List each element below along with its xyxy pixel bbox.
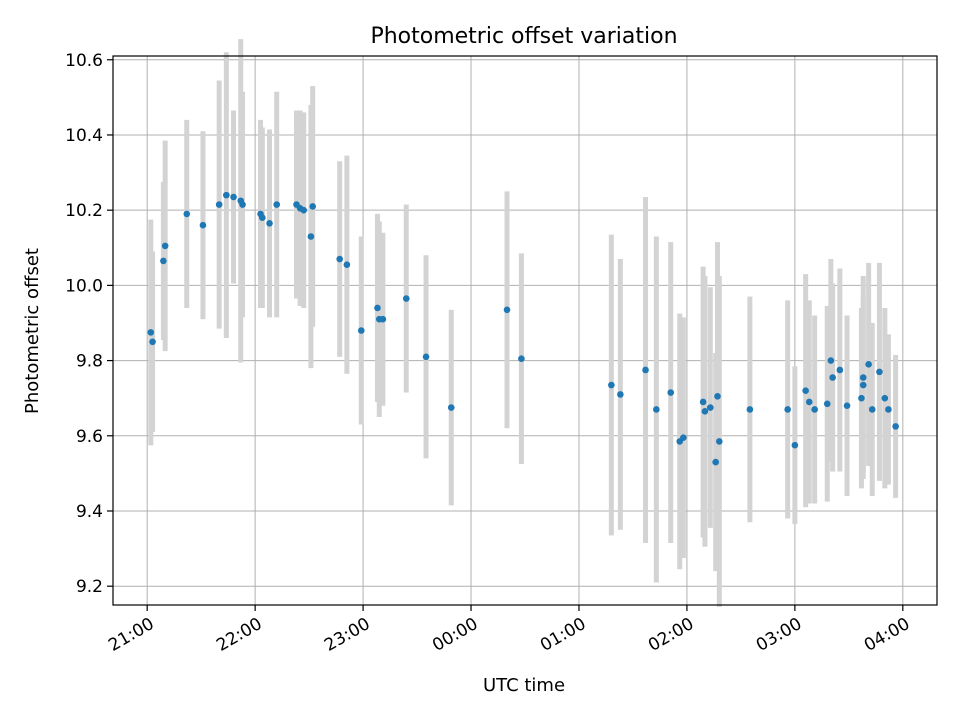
x-tick-label: 23:00 [321, 614, 373, 656]
data-point [716, 438, 723, 445]
data-point [746, 406, 754, 413]
data-point [149, 338, 156, 346]
data-point [617, 391, 624, 398]
y-tick-label: 10.0 [65, 276, 103, 296]
data-point [379, 315, 387, 323]
error-bars [148, 39, 899, 607]
data-point [680, 434, 687, 441]
data-point [791, 441, 799, 449]
x-tick-label: 02:00 [645, 614, 697, 656]
data-point [707, 404, 714, 411]
data-point [892, 423, 899, 430]
data-point [343, 261, 351, 268]
data-point [653, 406, 660, 413]
chart-title: Photometric offset variation [370, 24, 677, 49]
data-point [642, 366, 649, 374]
x-axis-ticks: 21:00 22:00 23:00 00:00 01:00 02:00 03:00 04:00 [105, 605, 913, 656]
y-tick-label: 9.8 [76, 352, 103, 372]
data-point [307, 233, 315, 240]
data-point [503, 306, 511, 314]
data-point [858, 394, 865, 402]
data-point [859, 381, 867, 389]
data-point [518, 355, 525, 363]
data-point [309, 203, 317, 210]
data-point [147, 329, 155, 336]
data-point [239, 201, 246, 208]
data-point [836, 366, 844, 374]
data-point [447, 404, 455, 411]
x-tick-label: 03:00 [753, 614, 805, 656]
data-point [829, 374, 836, 381]
data-point [843, 402, 851, 410]
x-tick-label: 21:00 [105, 614, 157, 656]
data-point [422, 353, 430, 361]
y-tick-label: 9.4 [76, 502, 103, 522]
x-axis-label: UTC time [483, 675, 565, 696]
y-tick-label: 10.6 [65, 51, 103, 71]
data-point [868, 406, 876, 413]
data-point [183, 210, 191, 218]
y-tick-label: 10.2 [65, 201, 103, 221]
data-point [300, 206, 308, 214]
y-axis-ticks: 9.2 9.4 9.6 9.8 10.0 10.2 10.4 10.6 [65, 51, 113, 597]
y-tick-label: 9.2 [76, 577, 103, 597]
data-point [161, 242, 169, 250]
data-point [811, 406, 818, 413]
data-point [827, 357, 835, 364]
data-point [608, 381, 615, 389]
data-point [266, 220, 273, 227]
data-point [712, 458, 720, 466]
data-point [876, 368, 883, 376]
data-point [699, 398, 707, 406]
data-point [357, 327, 365, 334]
data-point [802, 387, 809, 394]
data-point [667, 389, 675, 396]
data-point [215, 201, 223, 208]
x-tick-label: 01:00 [537, 614, 589, 656]
plot-frame [112, 55, 938, 606]
y-tick-label: 10.4 [65, 126, 103, 146]
data-points [147, 191, 899, 466]
data-point [859, 374, 867, 381]
x-tick-label: 22:00 [213, 614, 265, 656]
data-point [199, 221, 207, 229]
data-point [336, 255, 343, 263]
data-point [374, 304, 381, 312]
data-point [259, 214, 266, 221]
y-tick-label: 9.6 [76, 427, 103, 447]
data-point [402, 295, 410, 302]
data-point [784, 406, 791, 413]
data-point [881, 394, 889, 402]
x-tick-label: 04:00 [861, 614, 913, 656]
data-point [805, 398, 813, 406]
data-point [223, 191, 230, 199]
data-point [273, 201, 281, 208]
x-tick-label: 00:00 [429, 614, 481, 656]
data-point [885, 406, 892, 413]
data-point [160, 257, 167, 265]
data-point [865, 361, 872, 368]
data-point [230, 193, 237, 201]
data-point [701, 408, 709, 415]
data-point [714, 393, 721, 400]
data-point [823, 400, 831, 408]
grid [113, 56, 937, 605]
y-axis-label: Photometric offset [22, 248, 43, 414]
